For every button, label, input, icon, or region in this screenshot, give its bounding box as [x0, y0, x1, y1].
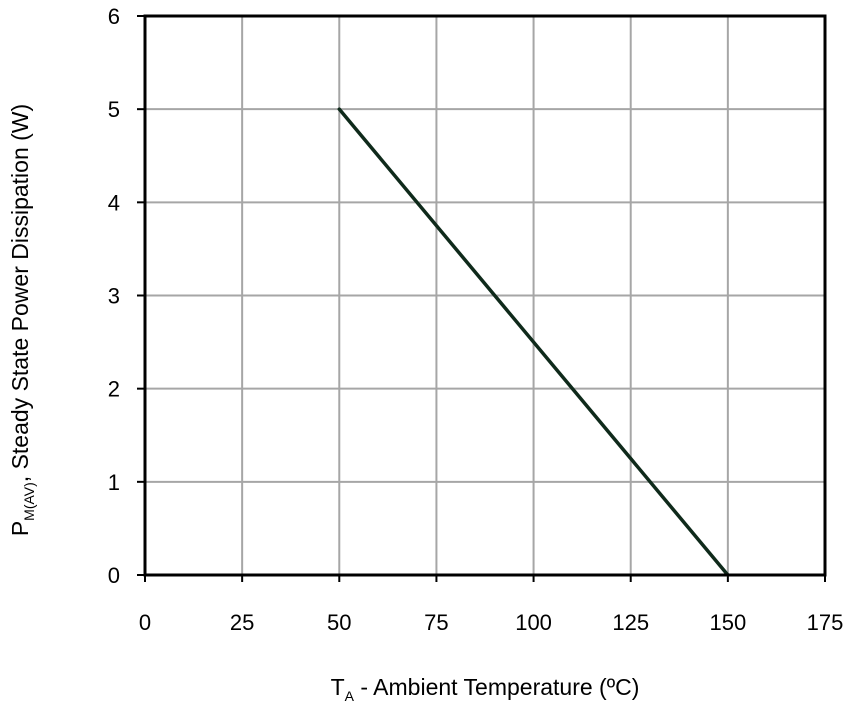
- label-layer: 0 25 50 75 100 125 150 175 0 1 2 3 4 5 6: [108, 4, 844, 635]
- plot-frame: [143, 14, 827, 577]
- x-tick-label: 25: [230, 610, 254, 635]
- series-layer: [337, 107, 730, 577]
- y-tick-label: 4: [108, 190, 120, 215]
- x-axis-title: TA - Ambient Temperature (ºC): [331, 674, 640, 704]
- x-tick-label: 100: [515, 610, 552, 635]
- x-tick-label: 50: [327, 610, 351, 635]
- derating-curve: [337, 107, 730, 577]
- x-tick-label: 0: [139, 610, 151, 635]
- x-axis-symbol: T: [331, 674, 345, 700]
- y-axis-title: PM(AV), Steady State Power Dissipation (…: [7, 104, 37, 536]
- x-tick-label: 125: [612, 610, 649, 635]
- x-axis-subscript: A: [345, 688, 355, 704]
- grid-layer: [145, 16, 825, 575]
- x-tick-label: 150: [709, 610, 746, 635]
- y-tick-label: 5: [108, 97, 120, 122]
- y-tick-label: 3: [108, 284, 120, 309]
- y-axis-label-text: , Steady State Power Dissipation (W): [7, 104, 33, 482]
- y-axis-symbol: P: [7, 521, 33, 536]
- x-tick-label: 75: [424, 610, 448, 635]
- x-axis-label-text: - Ambient Temperature (ºC): [354, 674, 639, 700]
- y-tick-label: 2: [108, 377, 120, 402]
- y-tick-label: 6: [108, 4, 120, 29]
- y-tick-label: 1: [108, 470, 120, 495]
- tick-layer: [137, 15, 826, 582]
- y-axis-subscript: M(AV): [21, 482, 37, 521]
- y-tick-label: 0: [108, 563, 120, 588]
- x-tick-label: 175: [807, 610, 844, 635]
